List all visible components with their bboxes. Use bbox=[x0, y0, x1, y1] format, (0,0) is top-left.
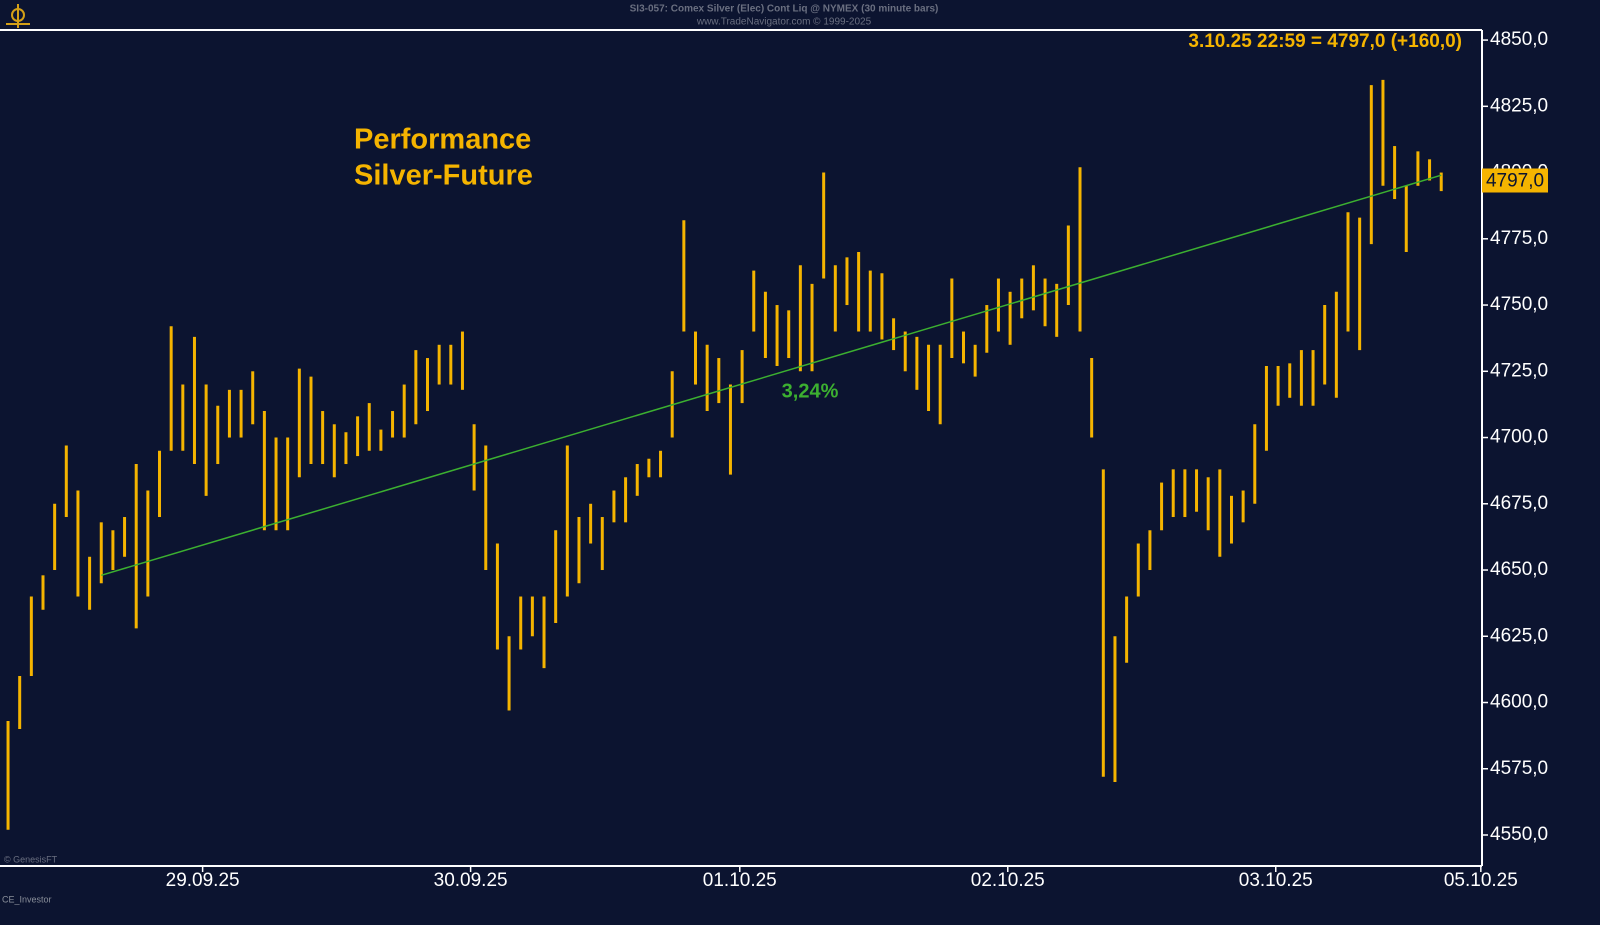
last-info: 3.10.25 22:59 = 4797,0 (+160,0) bbox=[1188, 31, 1462, 52]
last-price-box bbox=[1482, 168, 1548, 193]
trend-line bbox=[101, 174, 1442, 577]
y-tick-label: 4750,0 bbox=[1490, 294, 1548, 315]
x-tick-label: 01.10.25 bbox=[703, 870, 777, 891]
x-tick-label: 05.10.25 bbox=[1444, 870, 1518, 891]
y-tick-label: 4700,0 bbox=[1490, 427, 1548, 448]
y-tick-label: 4550,0 bbox=[1490, 824, 1548, 845]
credit: © GenesisFT bbox=[4, 854, 58, 864]
last-price-label: 4797,0 bbox=[1486, 171, 1544, 192]
x-tick-label: 30.09.25 bbox=[434, 870, 508, 891]
user: CE_Investor bbox=[2, 894, 52, 904]
y-tick-label: 4650,0 bbox=[1490, 559, 1548, 580]
chart-title: Silver-Future bbox=[354, 160, 533, 192]
x-tick-label: 03.10.25 bbox=[1239, 870, 1313, 891]
y-tick-label: 4775,0 bbox=[1490, 228, 1548, 249]
logo bbox=[6, 4, 30, 28]
y-tick-label: 4625,0 bbox=[1490, 625, 1548, 646]
y-tick-label: 4825,0 bbox=[1490, 95, 1548, 116]
y-tick-label: 4725,0 bbox=[1490, 360, 1548, 381]
x-tick-label: 02.10.25 bbox=[971, 870, 1045, 891]
y-tick-label: 4675,0 bbox=[1490, 493, 1548, 514]
header: SI3-057: Comex Silver (Elec) Cont Liq @ … bbox=[630, 4, 939, 15]
x-tick-label: 29.09.25 bbox=[166, 870, 240, 891]
y-tick-label: 4600,0 bbox=[1490, 692, 1548, 713]
y-tick-label: 4850,0 bbox=[1490, 29, 1548, 50]
annotation: 3,24% bbox=[782, 380, 839, 402]
subheader: www.TradeNavigator.com © 1999-2025 bbox=[696, 17, 872, 28]
chart-title: Performance bbox=[354, 124, 531, 156]
y-tick-label: 4575,0 bbox=[1490, 758, 1548, 779]
